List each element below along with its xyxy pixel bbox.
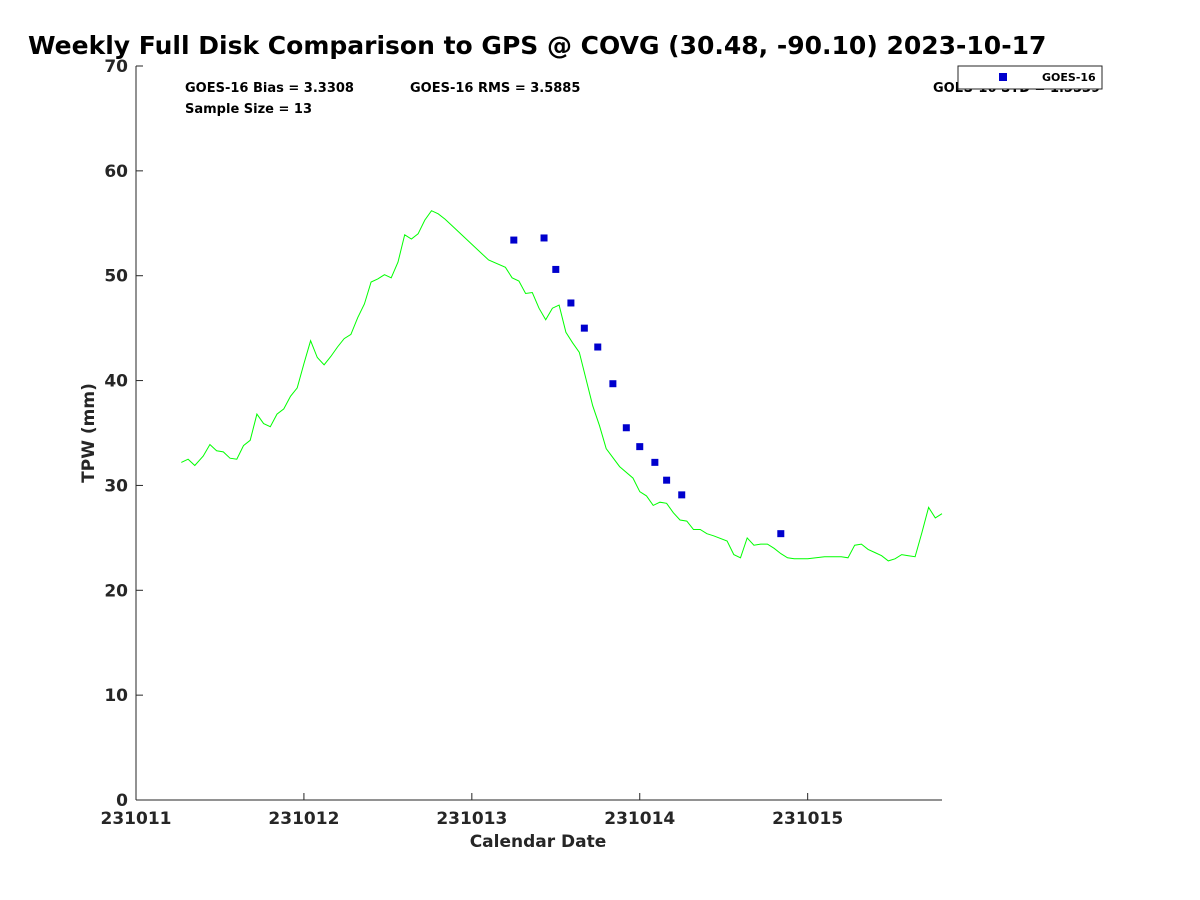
rms-stat: GOES-16 RMS = 3.5885 [410,81,580,96]
y-ticks: 0 10 20 30 40 50 60 70 [104,57,143,811]
plot-background [136,66,942,800]
goes16-point [609,380,617,388]
goes16-point [594,343,602,351]
sample-size-stat: Sample Size = 13 [185,102,312,117]
gps-tpw-line [181,210,943,562]
y-axis-label: TPW (mm) [79,383,99,483]
goes16-point [580,324,588,332]
y-tick-label: 30 [104,476,128,496]
goes16-point [663,476,671,484]
goes16-point [510,236,518,244]
legend-marker [999,73,1007,81]
series-points [510,234,785,538]
legend-box [957,65,1103,90]
goes16-point [651,458,659,466]
y-tick-label: 20 [104,581,128,601]
goes16-point [622,424,630,432]
y-tick-label: 50 [104,267,128,287]
legend-label: GOES-16 [1042,71,1096,84]
x-tick-label: 231012 [268,809,339,829]
y-tick-label: 40 [104,372,128,392]
goes16-point [777,530,785,538]
plot-area: 0 10 20 30 40 50 60 70 231011 231012 231013 231014… [101,57,943,829]
chart-title: Weekly Full Disk Comparison to GPS @ COV… [28,31,1046,60]
y-tick-label: 60 [104,162,128,182]
series-lines [181,210,943,562]
y-tick-label: 0 [116,791,128,811]
legend: GOES-16 [957,65,1103,90]
bias-stat: GOES-16 Bias = 3.3308 [185,81,354,96]
y-tick-label: 10 [104,686,128,706]
x-tick-label: 231014 [604,809,675,829]
goes16-point [540,234,548,242]
goes16-point [678,491,686,499]
goes16-point [636,443,644,451]
goes16-point [552,265,560,273]
x-axis-label: Calendar Date [470,832,607,852]
goes16-point [567,299,575,307]
y-tick-label: 70 [104,57,128,77]
x-tick-label: 231015 [772,809,843,829]
x-ticks: 231011 231012 231013 231014 231015 [101,793,843,829]
x-tick-label: 231013 [436,809,507,829]
x-tick-label: 231011 [101,809,172,829]
